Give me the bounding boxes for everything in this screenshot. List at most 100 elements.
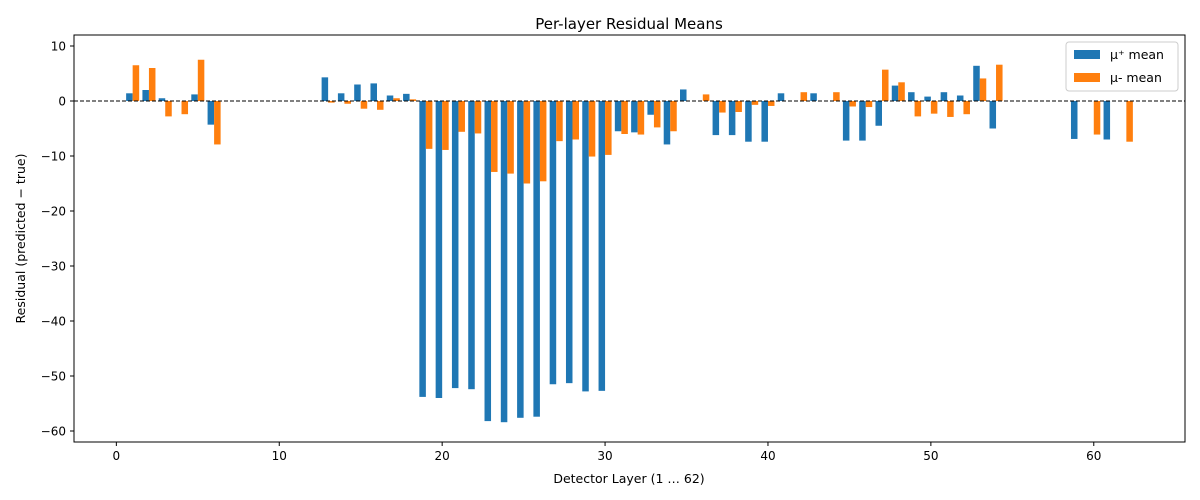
bar-mu-minus-layer-21 xyxy=(458,101,465,132)
x-tick-label: 20 xyxy=(435,449,450,463)
bar-mu-minus-layer-51 xyxy=(947,101,954,117)
bar-mu-minus-layer-62 xyxy=(1126,101,1133,142)
bar-mu-plus-layer-22 xyxy=(468,101,475,390)
bar-mu-plus-layer-15 xyxy=(354,84,361,101)
bar-mu-plus-layer-30 xyxy=(598,101,606,391)
bar-mu-plus-layer-43 xyxy=(810,93,817,101)
bar-mu-plus-layer-14 xyxy=(337,93,345,101)
bar-mu-plus-layer-5 xyxy=(191,94,198,101)
bar-mu-plus-layer-21 xyxy=(451,101,459,389)
bar-mu-plus-layer-61 xyxy=(1103,101,1111,140)
bar-mu-plus-layer-17 xyxy=(386,95,394,101)
bar-mu-plus-layer-41 xyxy=(777,93,785,101)
bar-mu-plus-layer-46 xyxy=(859,101,866,141)
bar-mu-plus-layer-49 xyxy=(908,92,915,101)
bar-mu-minus-layer-45 xyxy=(849,101,856,107)
legend-label-mu-minus: μ- mean xyxy=(1110,70,1162,85)
y-tick-label: 0 xyxy=(58,95,66,109)
bar-mu-minus-layer-19 xyxy=(425,101,433,149)
bar-mu-plus-layer-48 xyxy=(891,85,899,101)
bar-mu-plus-layer-24 xyxy=(500,101,508,423)
bar-mu-minus-layer-42 xyxy=(800,92,808,101)
bar-mu-plus-layer-3 xyxy=(158,98,166,101)
y-tick-label: −50 xyxy=(41,370,66,384)
bar-mu-minus-layer-36 xyxy=(702,94,710,101)
bar-mu-minus-layer-37 xyxy=(719,101,726,113)
bar-mu-plus-layer-37 xyxy=(712,101,720,136)
x-tick-label: 40 xyxy=(760,449,775,463)
bar-mu-minus-layer-44 xyxy=(833,92,840,101)
bar-mu-minus-layer-24 xyxy=(507,101,514,174)
bar-mu-plus-layer-2 xyxy=(142,90,149,101)
bar-mu-plus-layer-31 xyxy=(614,101,622,132)
bar-mu-minus-layer-27 xyxy=(556,101,563,142)
bar-mu-plus-layer-59 xyxy=(1070,101,1078,139)
bar-mu-plus-layer-23 xyxy=(484,101,492,422)
bar-mu-minus-layer-46 xyxy=(865,101,873,108)
bar-mu-minus-layer-47 xyxy=(882,69,889,101)
y-tick-label: −20 xyxy=(41,205,66,219)
legend-label-mu-plus: μ⁺ mean xyxy=(1110,47,1164,62)
bar-mu-minus-layer-15 xyxy=(360,101,368,109)
bar-mu-plus-layer-53 xyxy=(973,65,980,101)
x-tick-label: 0 xyxy=(113,449,121,463)
bar-mu-minus-layer-28 xyxy=(572,101,579,140)
bar-mu-minus-layer-23 xyxy=(491,101,498,172)
y-axis-title: Residual (predicted − true) xyxy=(13,154,28,324)
legend: μ⁺ mean μ- mean xyxy=(1065,41,1179,92)
bar-mu-minus-layer-1 xyxy=(132,65,140,101)
bar-mu-minus-layer-34 xyxy=(670,101,677,132)
bar-mu-plus-layer-16 xyxy=(370,83,377,101)
legend-swatch-mu-plus xyxy=(1074,50,1100,59)
bar-mu-minus-layer-14 xyxy=(344,101,351,104)
bar-mu-minus-layer-39 xyxy=(751,101,759,105)
y-tick-label: 10 xyxy=(51,40,66,54)
bar-mu-minus-layer-26 xyxy=(539,101,547,182)
x-tick-label: 60 xyxy=(1086,449,1101,463)
y-tick-label: −40 xyxy=(41,315,66,329)
bar-mu-plus-layer-6 xyxy=(207,101,215,125)
x-tick-label: 50 xyxy=(923,449,938,463)
bar-mu-minus-layer-30 xyxy=(605,101,612,155)
bar-mu-minus-layer-40 xyxy=(767,101,775,106)
bar-mu-plus-layer-47 xyxy=(875,101,882,126)
bar-mu-plus-layer-19 xyxy=(419,101,426,397)
plot-frame xyxy=(73,34,1186,443)
bar-mu-plus-layer-13 xyxy=(321,77,329,101)
bar-mu-minus-layer-48 xyxy=(898,82,905,101)
bar-mu-minus-layer-25 xyxy=(523,101,531,184)
legend-swatch-mu-minus xyxy=(1074,73,1100,82)
bar-mu-minus-layer-33 xyxy=(653,101,661,128)
bar-mu-minus-layer-17 xyxy=(393,98,400,101)
bar-mu-minus-layer-53 xyxy=(979,78,987,101)
bar-mu-minus-layer-2 xyxy=(148,68,156,101)
bar-mu-plus-layer-38 xyxy=(728,101,736,136)
bar-mu-minus-layer-5 xyxy=(197,59,205,101)
x-tick-label: 30 xyxy=(597,449,612,463)
bar-mu-minus-layer-20 xyxy=(442,101,449,150)
chart-title: Per-layer Residual Means xyxy=(535,15,723,33)
bar-mu-plus-layer-27 xyxy=(549,101,557,385)
bar-mu-minus-layer-13 xyxy=(328,101,335,103)
bar-mu-plus-layer-33 xyxy=(647,101,654,115)
bar-mu-plus-layer-52 xyxy=(956,95,964,101)
bar-mu-minus-layer-60 xyxy=(1093,101,1101,135)
bar-mu-minus-layer-16 xyxy=(377,101,384,110)
bar-mu-minus-layer-22 xyxy=(474,101,482,134)
bar-mu-plus-layer-35 xyxy=(680,89,687,101)
bar-mu-minus-layer-38 xyxy=(735,101,742,112)
bar-mu-plus-layer-40 xyxy=(761,101,768,142)
bar-mu-minus-layer-6 xyxy=(214,101,221,145)
bar-mu-minus-layer-31 xyxy=(621,101,628,134)
bar-mu-plus-layer-39 xyxy=(745,101,752,142)
bar-mu-minus-layer-52 xyxy=(963,101,970,115)
y-tick-label: −60 xyxy=(41,425,66,439)
y-tick-label: −10 xyxy=(41,150,66,164)
bar-mu-plus-layer-50 xyxy=(924,96,931,101)
bar-mu-minus-layer-50 xyxy=(930,101,938,114)
bar-mu-plus-layer-34 xyxy=(663,101,671,145)
x-axis-ticks: 0 10 20 30 40 50 60 xyxy=(113,442,1101,463)
bar-mu-plus-layer-54 xyxy=(989,101,997,129)
